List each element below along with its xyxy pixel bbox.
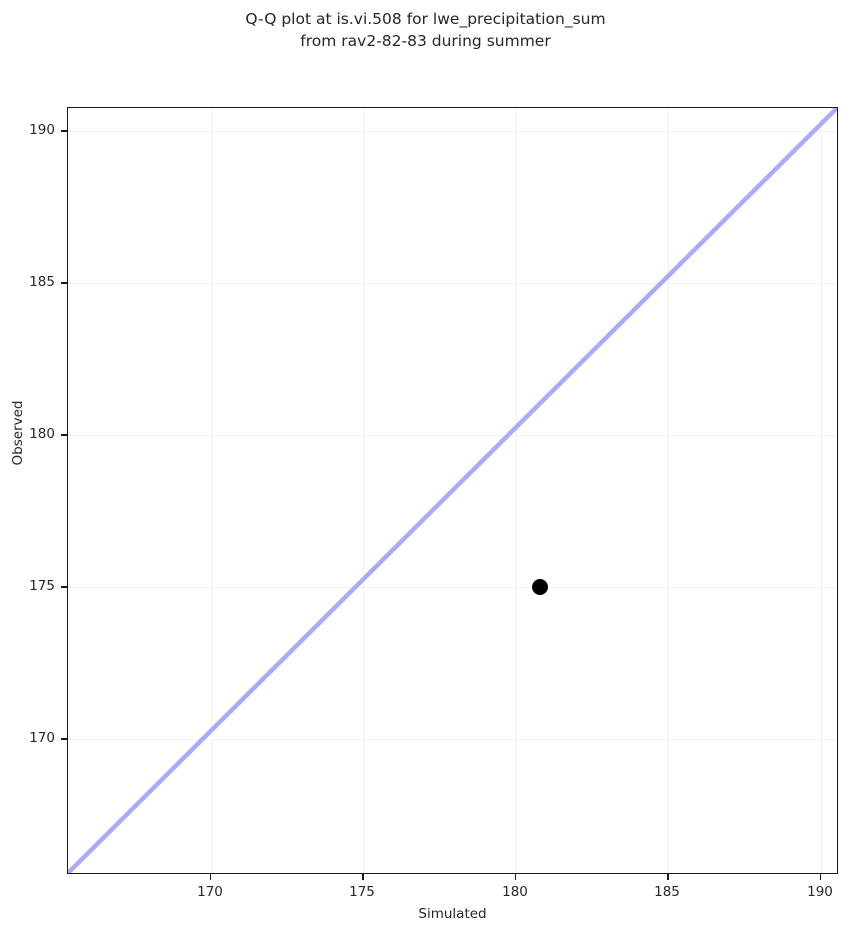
- gridline-x-185: [668, 108, 670, 873]
- gridline-y-175: [68, 587, 837, 589]
- y-axis-label: Observed: [10, 400, 26, 466]
- title-line-2: from rav2-82-83 during summer: [300, 32, 551, 50]
- data-point: [532, 579, 548, 595]
- gridline-x-175: [363, 108, 365, 873]
- ticklabel-x-190: 190: [807, 884, 833, 900]
- ticklabel-x-180: 180: [502, 884, 528, 900]
- x-axis-label: Simulated: [418, 906, 487, 922]
- tick-y-180: [61, 434, 67, 436]
- tick-x-185: [667, 874, 669, 880]
- one-to-one-reference-line: [68, 108, 837, 873]
- plot-area: [67, 107, 838, 874]
- ticklabel-y-185: 185: [29, 274, 55, 290]
- gridline-y-185: [68, 283, 837, 285]
- tick-x-190: [819, 874, 822, 880]
- ticklabel-x-175: 175: [349, 884, 375, 900]
- tick-x-175: [362, 874, 364, 880]
- gridline-y-180: [68, 435, 837, 437]
- ticklabel-y-170: 170: [29, 730, 55, 746]
- gridline-x-170: [210, 108, 212, 873]
- ticklabel-y-180: 180: [29, 426, 55, 442]
- gridline-y-190: [68, 131, 837, 133]
- gridline-y-170: [68, 739, 837, 741]
- gridline-x-190: [820, 108, 822, 873]
- tick-y-185: [61, 282, 67, 284]
- title-line-1: Q-Q plot at is.vi.508 for lwe_precipitat…: [245, 10, 606, 28]
- ticklabel-x-185: 185: [654, 884, 680, 900]
- gridline-x-180: [515, 108, 517, 873]
- ticklabel-x-170: 170: [197, 884, 223, 900]
- ticklabel-y-175: 175: [29, 578, 55, 594]
- page-title: Q-Q plot at is.vi.508 for lwe_precipitat…: [0, 8, 851, 52]
- ticklabel-y-190: 190: [29, 122, 55, 138]
- tick-x-170: [209, 874, 212, 880]
- tick-y-190: [61, 130, 67, 132]
- tick-y-175: [61, 586, 67, 588]
- tick-y-170: [61, 738, 67, 740]
- tick-x-180: [514, 874, 517, 880]
